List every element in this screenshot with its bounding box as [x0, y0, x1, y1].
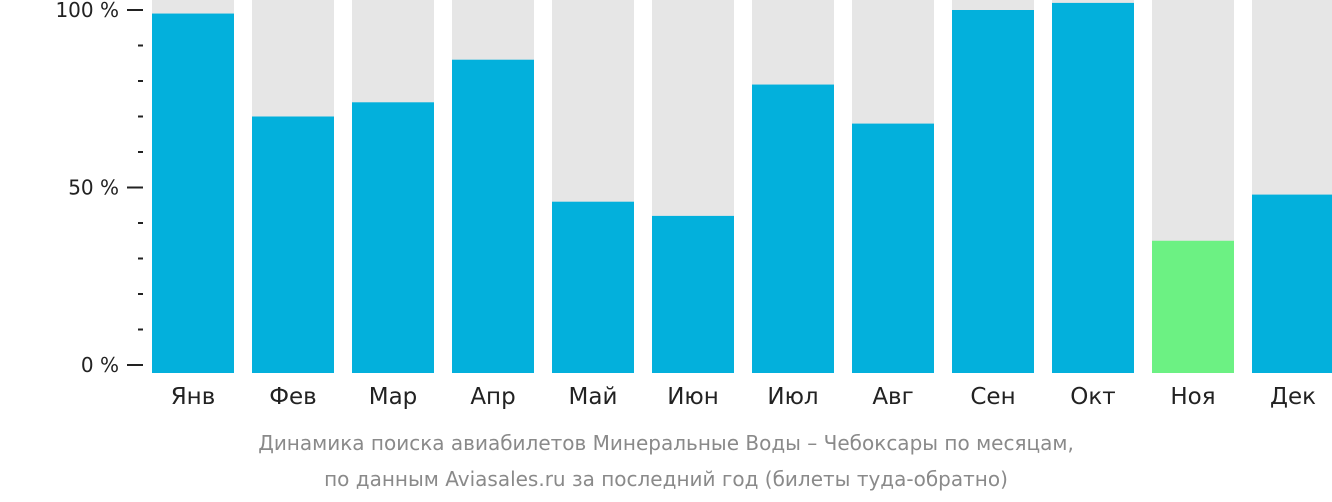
x-category-label: Мар: [369, 384, 418, 410]
y-tick-label: 50 %: [68, 176, 119, 200]
bar-12: [1252, 194, 1332, 373]
y-tick-label: 0 %: [81, 353, 119, 377]
x-category-label: Июл: [767, 384, 818, 410]
y-tick-label: 100 %: [55, 0, 119, 22]
bar-7: [752, 84, 834, 374]
bar-4: [452, 59, 534, 373]
x-category-label: Янв: [171, 384, 216, 410]
x-category-label: Сен: [970, 384, 1015, 410]
bar-5: [552, 201, 634, 373]
bar-8: [852, 123, 934, 373]
bar-2: [252, 116, 334, 373]
x-category-label: Июн: [667, 384, 719, 410]
bar-3: [352, 102, 434, 374]
x-category-label: Окт: [1070, 384, 1115, 410]
bar-10: [1052, 2, 1134, 374]
x-category-label: Апр: [470, 384, 515, 410]
x-category-label: Май: [569, 384, 618, 410]
x-category-label: Авг: [872, 384, 913, 410]
bar-9: [952, 10, 1034, 373]
bar-1: [152, 13, 234, 374]
x-category-label: Дек: [1270, 384, 1316, 410]
x-category-label: Ноя: [1170, 384, 1215, 410]
chart-caption-line-2: по данным Aviasales.ru за последний год …: [324, 467, 1008, 491]
bar-6: [652, 215, 734, 373]
x-category-label: Фев: [269, 384, 317, 410]
chart-caption-line-1: Динамика поиска авиабилетов Минеральные …: [258, 431, 1074, 455]
bar-11: [1152, 240, 1234, 373]
